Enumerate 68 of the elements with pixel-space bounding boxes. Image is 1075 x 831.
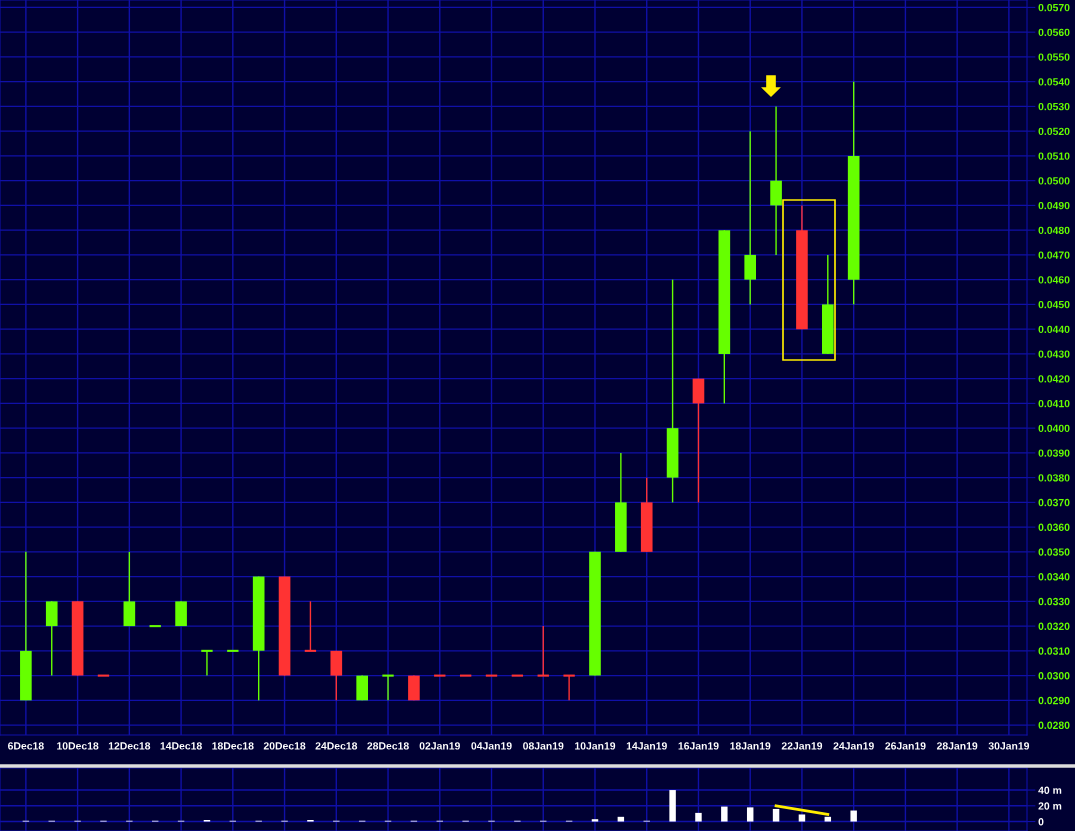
y-tick-label: 0.0330 [1038,597,1070,606]
y-tick-label: 0.0450 [1038,300,1070,309]
bar [824,816,832,822]
y-tick-label: 0.0460 [1038,276,1070,284]
bar [798,814,806,822]
x-tick-label: 18Dec18 [212,742,254,750]
x-tick-label: 24Jan19 [833,742,874,750]
y-tick-label: 0.0470 [1038,251,1070,259]
x-tick-label: 28Jan19 [936,742,978,750]
x-tick-label: 14Dec18 [160,742,202,750]
candlestick [536,625,550,677]
y-tick-label: 0.0350 [1038,548,1070,556]
y-tick-label: 40 m [1038,786,1062,794]
y-tick-label: 0.0310 [1038,647,1070,655]
x-tick-label: 12Dec18 [108,742,151,750]
x-tick-label: 16Jan19 [678,742,719,750]
candlestick [562,674,576,702]
y-tick-label: 0.0290 [1038,696,1070,705]
bar [746,807,754,822]
x-tick-label: 22Jan19 [781,742,823,750]
y-tick-label: 0.0540 [1038,78,1070,86]
x-tick-label: 14Jan19 [626,742,667,750]
x-tick-label: 24Dec18 [315,742,358,750]
x-tick-label: 04Jan19 [471,742,512,750]
y-tick-label: 0.0490 [1038,201,1070,210]
x-tick-label: 08Jan19 [523,742,564,750]
y-tick-label: 0.0500 [1038,177,1070,185]
candlestick [303,600,318,652]
y-tick-label: 0.0380 [1038,474,1070,482]
x-tick-label: 18Jan19 [730,742,771,750]
y-tick-label: 0 [1038,818,1044,826]
y-tick-label: 20 m [1038,802,1062,810]
y-tick-label: 0.0300 [1038,672,1070,680]
bar [850,810,857,822]
y-tick-label: 0.0430 [1038,350,1070,358]
y-tick-label: 0.0570 [1038,3,1070,12]
candlestick [200,649,214,677]
x-tick-label: 20Dec18 [263,742,306,750]
y-tick-label: 0.0390 [1038,449,1070,457]
y-tick-label: 0.0360 [1038,523,1070,532]
bar [695,812,702,822]
bar [721,806,728,822]
y-tick-label: 0.0400 [1038,424,1070,433]
bar [617,816,625,822]
x-tick-label: 02Jan19 [419,742,460,750]
bar [772,808,780,822]
bar [591,819,599,822]
y-tick-label: 0.0440 [1038,325,1070,334]
x-tick-label: 6Dec18 [8,742,44,750]
y-tick-label: 0.0420 [1038,375,1070,383]
x-tick-label: 30Jan19 [988,742,1030,750]
y-tick-label: 0.0510 [1038,152,1070,160]
y-tick-label: 0.0280 [1038,721,1070,729]
y-tick-label: 0.0320 [1038,622,1070,630]
x-tick-label: 26Jan19 [885,742,926,750]
y-tick-label: 0.0370 [1038,498,1070,507]
y-tick-label: 0.0530 [1038,102,1070,111]
y-tick-label: 0.0410 [1038,399,1070,408]
x-tick-label: 10Dec18 [57,742,99,750]
y-tick-label: 0.0550 [1038,53,1070,61]
x-tick-label: 10Jan19 [575,742,616,750]
y-tick-label: 0.0560 [1038,28,1070,37]
y-tick-label: 0.0520 [1038,127,1070,136]
y-tick-label: 0.0480 [1038,226,1070,235]
y-tick-label: 0.0340 [1038,573,1070,581]
bar [669,790,676,822]
candlestick [381,674,395,702]
x-tick-label: 28Dec18 [367,742,409,750]
